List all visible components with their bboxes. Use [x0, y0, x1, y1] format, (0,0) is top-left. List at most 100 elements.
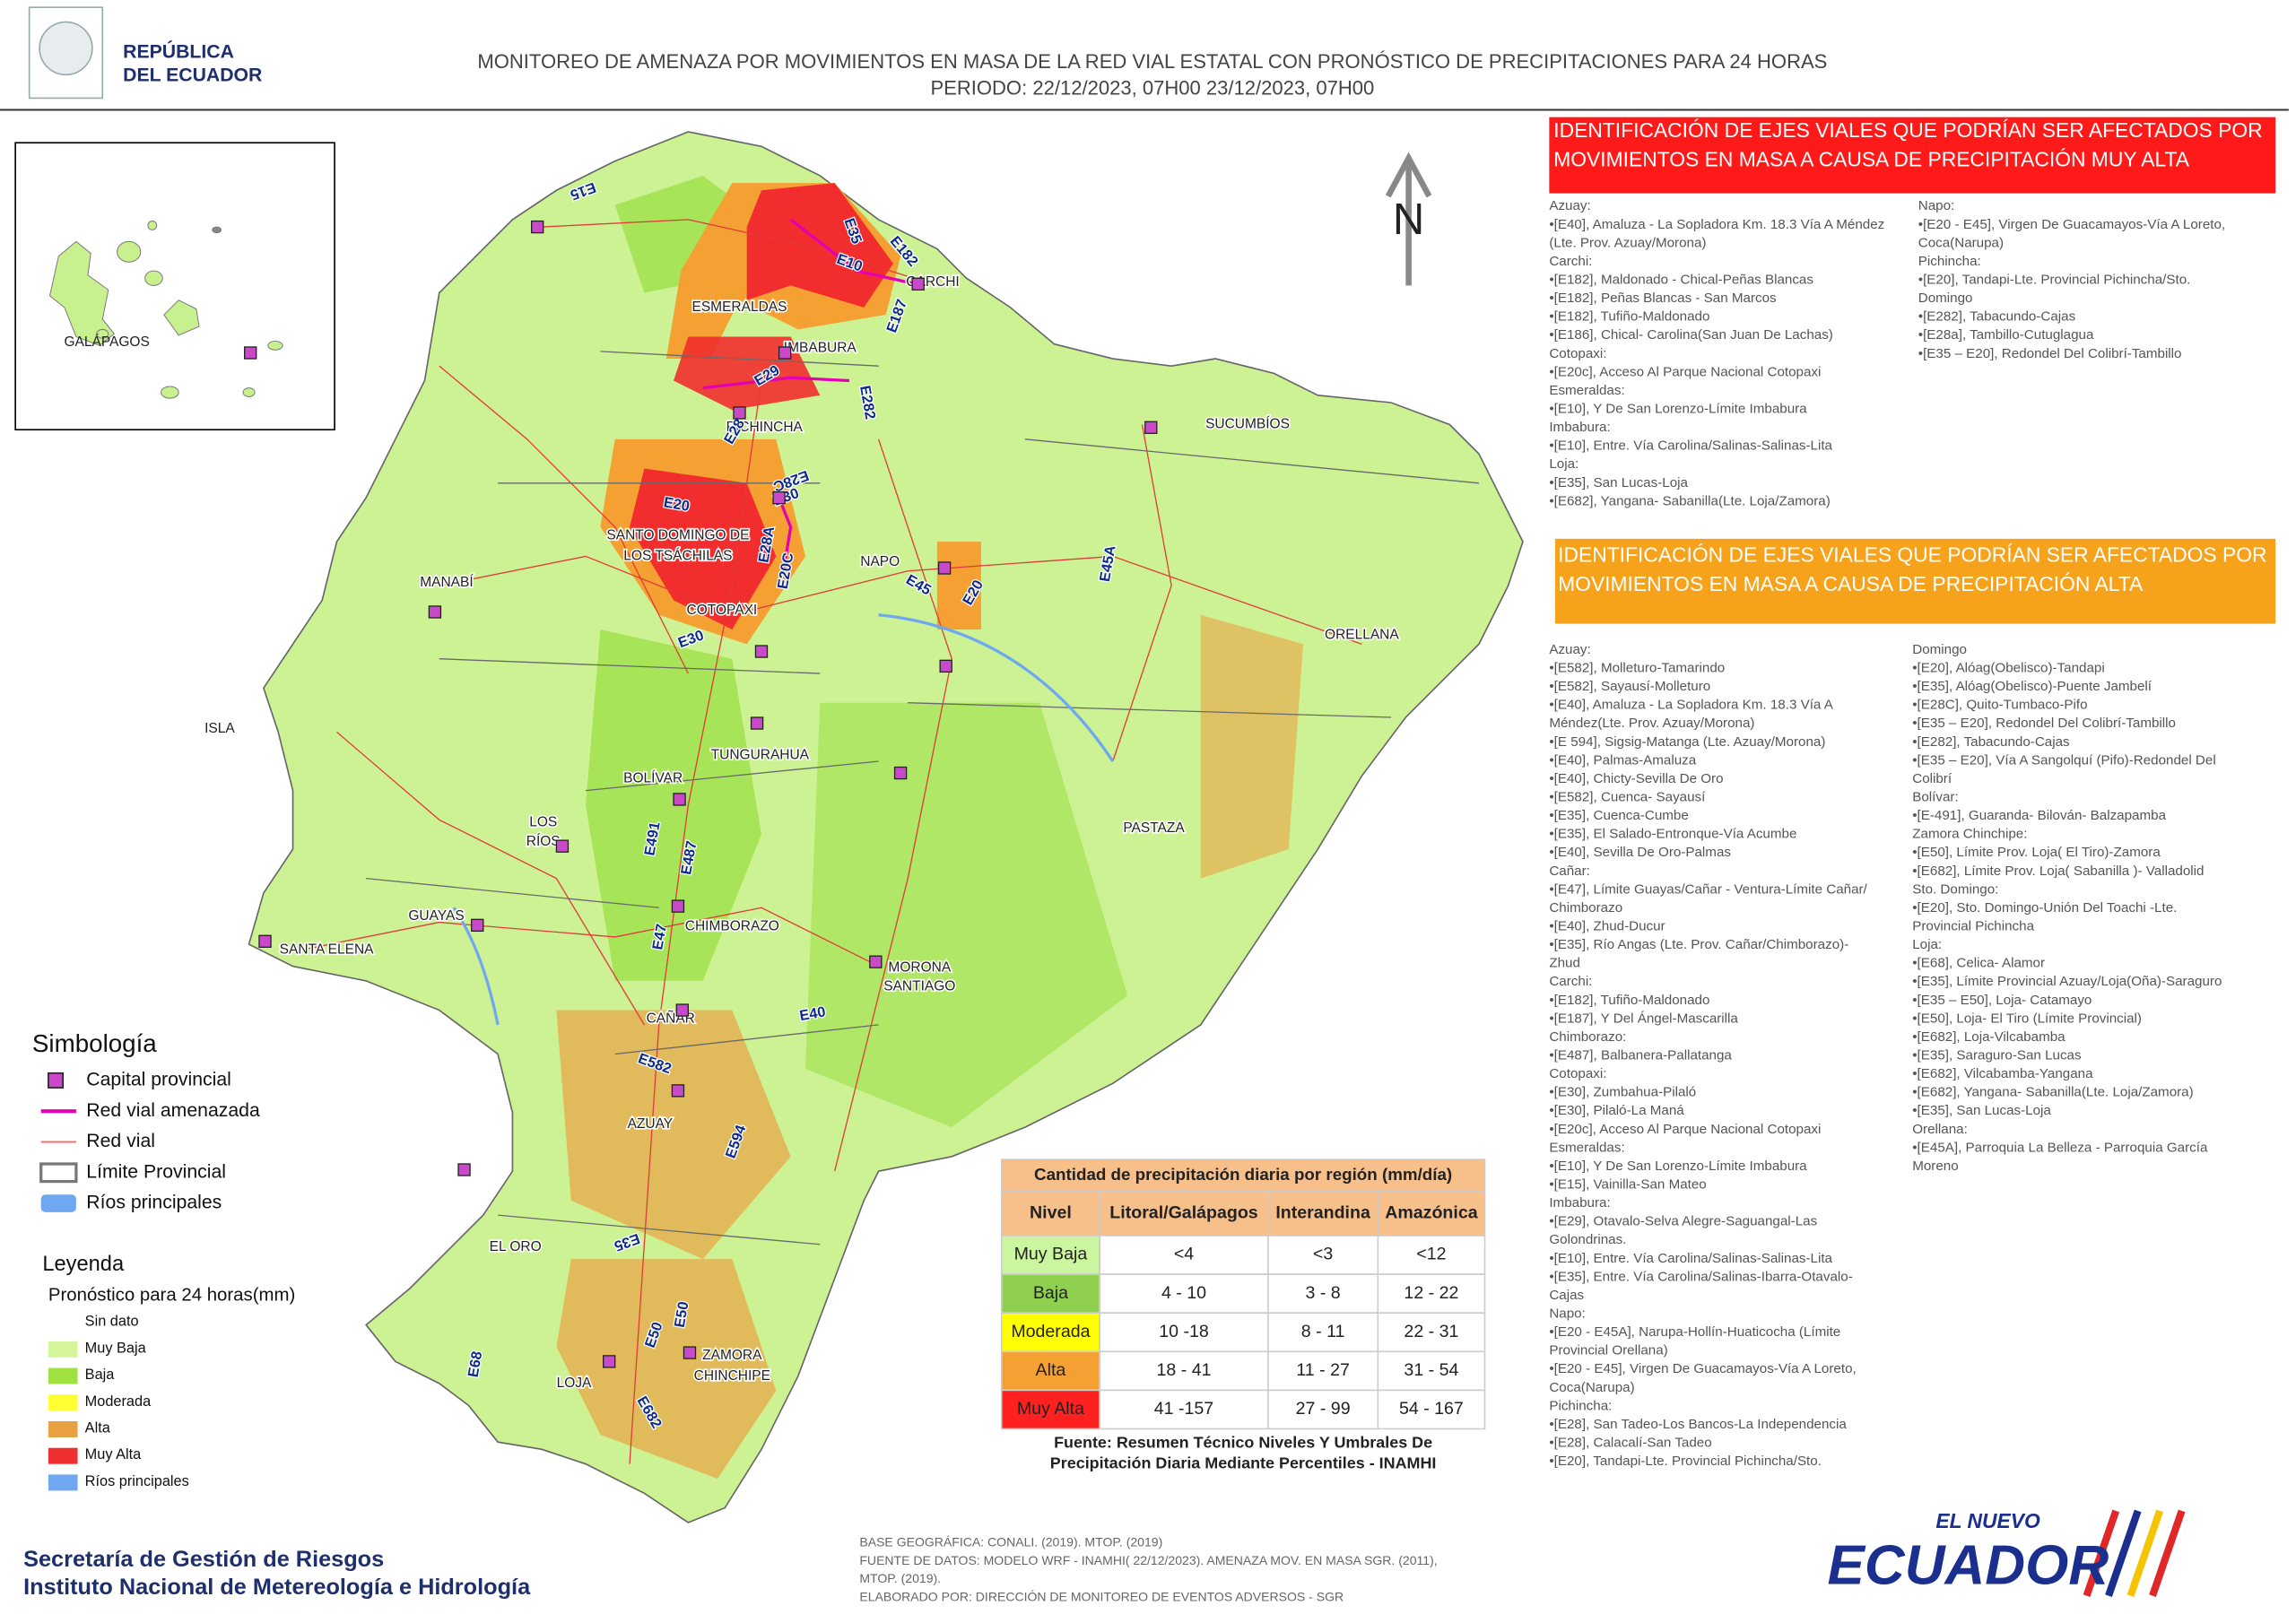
province-label: COTOPAXI [687, 603, 758, 618]
road-list-item: •[E20], Alóag(Obelisco)-Tandapi [1912, 661, 2104, 676]
credit-line: MTOP. (2019). [859, 1571, 941, 1585]
brand-stripes [2083, 1509, 2186, 1597]
province-label: BOLÍVAR [623, 771, 683, 786]
provincial-capital [911, 277, 925, 291]
coat-of-arms-emblem [39, 21, 93, 76]
road-list-item: •[E20], Tandapi-Lte. Provincial Pichinch… [1918, 273, 2191, 288]
road-list-item: •[E68], Celica- Alamor [1912, 956, 2045, 971]
provincial-capital [675, 1003, 689, 1017]
road-list-item: •[E20c], Acceso Al Parque Nacional Cotop… [1549, 1122, 1821, 1137]
road-list-item: •[E29], Otavalo-Selva Alegre-Saguangal-L… [1549, 1214, 1817, 1229]
road-list-item: •[E50], Loja- El Tiro (Límite Provincial… [1912, 1011, 2142, 1026]
table-cell: 10 -18 [1159, 1322, 1209, 1341]
province-label: CHIMBORAZO [685, 919, 779, 934]
road-list-item: Bolívar: [1912, 790, 1958, 805]
road-list-item: •[E35], Límite Provincial Azuay/Loja(Oña… [1912, 974, 2222, 989]
provincial-capital [457, 1163, 471, 1176]
province-label: ZAMORA [702, 1348, 762, 1363]
province-label: PASTAZA [1123, 820, 1185, 836]
provincial-capital [673, 793, 686, 806]
table-source: Fuente: Resumen Técnico Niveles Y Umbral… [1054, 1434, 1432, 1452]
road-list-item: •[E182], Tufiño-Maldonado [1549, 309, 1709, 325]
table-cell: 4 - 10 [1161, 1283, 1206, 1303]
road-list-item: •[E682], Yangana- Sabanilla(Lte. Loja/Za… [1912, 1085, 2193, 1100]
provincial-capital [471, 918, 484, 933]
table-level-cell [1000, 1312, 1100, 1353]
legend-item: Muy Baja [85, 1340, 147, 1356]
road-list-item: •[E35 – E20], Redondel Del Colibrí-Tambi… [1912, 716, 2176, 731]
provincial-limits [366, 351, 1480, 1245]
province-label: GUAYAS [408, 908, 464, 924]
north-arrow [1385, 152, 1432, 286]
road-list-item: •[E35], Río Angas (Lte. Prov. Cañar/Chim… [1549, 937, 1848, 952]
province-label: LOS [529, 815, 557, 830]
table-cell: 11 - 27 [1296, 1360, 1350, 1380]
road-list-item: Sto. Domingo: [1912, 881, 1998, 897]
logo-text: REPÚBLICA [123, 39, 234, 62]
province-label: TUNGURAHUA [711, 748, 810, 763]
legend-subtitle: Pronóstico para 24 horas(mm) [48, 1285, 295, 1305]
road-list-item: •[E30], Zumbahua-Pilaló [1549, 1085, 1696, 1100]
road-list-item: •[E282], Tabacundo-Cajas [1918, 309, 2076, 325]
road-list-item: •[E35], El Salado-Entronque-Vía Acumbe [1549, 827, 1796, 842]
road-list-item: Coca(Narupa) [1918, 235, 2004, 250]
road-list-item: •[E10], Entre. Vía Carolina/Salinas-Sali… [1549, 1251, 1832, 1266]
province-label: LOJA [557, 1376, 592, 1391]
symbol [40, 1194, 76, 1212]
road-list-item: •[E182], Tufiño-Maldonado [1549, 993, 1709, 1008]
table-header-bg [1000, 1191, 1486, 1237]
road-list-item: Loja: [1549, 456, 1578, 472]
road-list-item: Carchi: [1549, 254, 1592, 269]
road-list-item: •[E30], Pilaló-La Maná [1549, 1103, 1684, 1118]
road-list-item: •[E20c], Acceso Al Parque Nacional Cotop… [1549, 364, 1821, 379]
panel-heading: IDENTIFICACIÓN DE EJES VIALES QUE PODRÍA… [1553, 118, 2262, 142]
road-list-item: Azuay: [1549, 198, 1590, 213]
road-list-item: •[E682], Vilcabamba-Yangana [1912, 1066, 2093, 1081]
legend-swatch [48, 1421, 78, 1437]
provincial-capital [778, 346, 792, 360]
map-title: MONITOREO DE AMENAZA POR MOVIMIENTOS EN … [477, 50, 1827, 73]
provincial-capital [937, 561, 952, 575]
very-high-box [1549, 117, 2276, 194]
road-list-item: Moreno [1912, 1159, 1958, 1174]
legend-swatch [48, 1341, 78, 1358]
road-list-item: •[E20], Tandapi-Lte. Provincial Pichinch… [1549, 1454, 1822, 1469]
road-list-item: •[E487], Balbanera-Pallatanga [1549, 1048, 1732, 1063]
legend-item: Muy Alta [85, 1446, 142, 1462]
provincial-capital [750, 716, 764, 730]
table-cell: <4 [1174, 1245, 1194, 1264]
provincial-capital [1144, 421, 1158, 434]
road-list-item: Domingo [1912, 642, 1967, 657]
road-list-item: •[E45A], Parroquia La Belleza - Parroqui… [1912, 1140, 2208, 1155]
road-list-item: •[E35 – E20], Vía A Sangolquí (Pifo)-Red… [1912, 752, 2215, 768]
table-header: Amazónica [1385, 1203, 1478, 1223]
road-list-item: •[E28a], Tambillo-Cutuglagua [1918, 327, 2094, 343]
road-list-item: Pichincha: [1549, 1398, 1612, 1413]
legend-swatch [48, 1394, 78, 1411]
provincial-capital [939, 659, 952, 673]
logo-text: DEL ECUADOR [123, 65, 262, 86]
road-list-item: •[E35], Entre. Vía Carolina/Salinas-Ibar… [1549, 1269, 1852, 1284]
road-list-item: •[E40], Sevilla De Oro-Palmas [1549, 845, 1731, 860]
road-list-item: •[E-491], Guaranda- Bilován- Balzapamba [1912, 808, 2166, 823]
table-cell: Moderada [1011, 1322, 1090, 1341]
road-list-item: •[E20 - E45A], Narupa-Hollín-Huaticocha … [1549, 1324, 1840, 1340]
road-label: E282 [857, 385, 878, 421]
road-list-item: Méndez(Lte. Prov. Azuay/Morona) [1549, 716, 1754, 731]
road-list-item: Chimborazo [1549, 900, 1622, 916]
table-level-cell [1000, 1350, 1100, 1392]
provincial-capital [531, 220, 544, 234]
road-list-item: •[E35], San Lucas-Loja [1549, 475, 1688, 490]
provincial-capital [258, 934, 272, 949]
provincial-capital [671, 899, 685, 913]
road-list-item: Pichincha: [1918, 254, 1981, 269]
symbology-item: Capital provincial [86, 1070, 231, 1090]
road-list-item: •[E182], Maldonado - Chical-Peñas Blanca… [1549, 273, 1813, 288]
provincial-capital [754, 645, 769, 658]
road-list-item: •[E187], Y Del Ángel-Mascarilla [1549, 1011, 1738, 1026]
province-label: ESMERALDAS [692, 299, 787, 315]
table-header: Nivel [1030, 1203, 1072, 1223]
road-list-item: •[E40], Zhud-Ducur [1549, 919, 1665, 934]
symbology-item: Ríos principales [86, 1193, 222, 1213]
road-list-item: •[E35], Saraguro-San Lucas [1912, 1048, 2082, 1063]
